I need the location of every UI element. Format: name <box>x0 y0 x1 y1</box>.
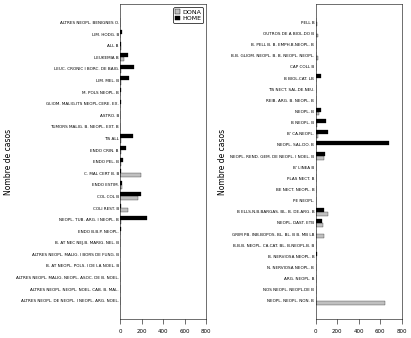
Bar <box>316 22 317 26</box>
Bar <box>120 53 128 57</box>
Bar <box>120 65 134 69</box>
Bar <box>316 152 326 156</box>
Bar <box>120 69 121 73</box>
Bar <box>120 158 123 162</box>
Bar <box>120 46 121 50</box>
Bar <box>120 150 121 154</box>
Bar <box>120 227 121 231</box>
Bar <box>316 234 324 238</box>
Bar <box>316 123 317 126</box>
Bar <box>316 141 389 145</box>
Bar <box>120 220 121 224</box>
Bar <box>316 212 328 216</box>
Bar <box>120 216 147 220</box>
Bar <box>316 130 328 134</box>
Legend: DONA, HOME: DONA, HOME <box>173 7 203 23</box>
Bar <box>316 112 319 115</box>
Bar <box>316 134 318 138</box>
Bar <box>120 42 121 46</box>
Bar <box>316 119 326 123</box>
Bar <box>120 173 141 177</box>
Y-axis label: Nombre de casos: Nombre de casos <box>4 128 13 195</box>
Bar <box>316 301 386 305</box>
Bar <box>316 208 324 212</box>
Bar <box>316 219 321 223</box>
Bar <box>120 185 122 189</box>
Bar <box>120 192 141 196</box>
Bar <box>316 252 317 256</box>
Bar <box>120 139 121 143</box>
Bar <box>120 208 128 212</box>
Bar <box>316 33 319 38</box>
Bar <box>120 80 121 84</box>
Bar <box>120 146 126 150</box>
Bar <box>120 204 121 208</box>
Bar <box>120 30 122 34</box>
Bar <box>316 74 321 78</box>
Bar <box>120 135 133 139</box>
Bar <box>120 100 121 104</box>
Bar <box>120 57 124 62</box>
Bar <box>316 107 321 112</box>
Bar <box>120 76 129 80</box>
Bar <box>120 169 121 173</box>
Bar <box>316 223 323 227</box>
Bar <box>120 196 138 200</box>
Bar <box>120 162 121 166</box>
Bar <box>316 156 324 160</box>
Bar <box>120 181 122 185</box>
Bar <box>316 56 318 60</box>
Bar <box>120 88 121 92</box>
Y-axis label: Nombre de casos: Nombre de casos <box>218 128 227 195</box>
